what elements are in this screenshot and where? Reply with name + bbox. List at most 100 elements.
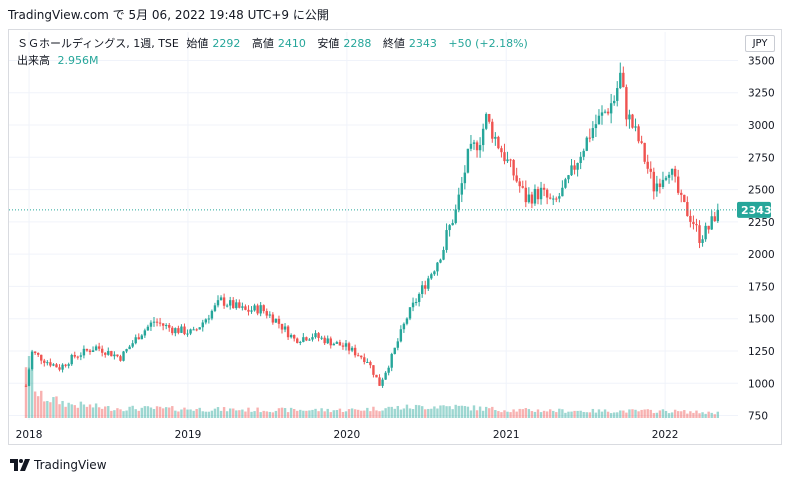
candle-body bbox=[713, 216, 716, 222]
volume-bar bbox=[222, 407, 226, 418]
volume-bar bbox=[204, 411, 208, 418]
volume-bar bbox=[701, 412, 704, 418]
volume-bar bbox=[625, 412, 628, 418]
candle-body bbox=[442, 249, 445, 260]
candle-body bbox=[259, 305, 262, 314]
volume-bar bbox=[161, 408, 165, 418]
volume-bar bbox=[171, 406, 174, 418]
candle-body bbox=[201, 322, 204, 328]
volume-bar bbox=[378, 411, 381, 418]
candle-body bbox=[52, 364, 55, 366]
volume-bar bbox=[235, 410, 238, 418]
candle-body bbox=[186, 333, 189, 335]
close-value: 2343 bbox=[408, 37, 437, 50]
volume-bar bbox=[622, 410, 625, 418]
volume-bar bbox=[424, 409, 427, 418]
candle-body bbox=[299, 341, 302, 343]
candle-body bbox=[545, 189, 549, 198]
candle-body bbox=[445, 230, 448, 250]
candle-body bbox=[353, 347, 357, 356]
currency-button[interactable]: JPY bbox=[745, 35, 775, 52]
candle-body bbox=[131, 343, 134, 347]
candle-body bbox=[143, 330, 147, 336]
candle-body bbox=[271, 314, 275, 323]
volume-bar bbox=[107, 406, 110, 418]
candle-body bbox=[356, 355, 360, 357]
volume-bar bbox=[664, 410, 668, 418]
volume-bar bbox=[317, 411, 320, 418]
volume-bar bbox=[448, 406, 451, 418]
candle-body bbox=[134, 337, 137, 344]
volume-bar bbox=[390, 406, 393, 418]
volume-bar bbox=[396, 405, 400, 418]
candle-body bbox=[244, 306, 247, 310]
candle-body bbox=[637, 126, 640, 142]
volume-bar bbox=[61, 400, 64, 418]
last-price-tag-bg bbox=[737, 201, 771, 218]
volume-bar bbox=[320, 408, 323, 418]
volume-bar bbox=[100, 408, 104, 418]
footer-brand-text: TradingView bbox=[34, 458, 107, 472]
volume-bar bbox=[189, 409, 192, 418]
candles bbox=[24, 62, 720, 388]
candle-body bbox=[67, 364, 70, 366]
y-tick-label: 2000 bbox=[748, 249, 775, 261]
volume-bar bbox=[597, 409, 601, 418]
volume-bar bbox=[274, 410, 278, 418]
open-label: 始値 bbox=[186, 37, 209, 50]
volume-bar bbox=[689, 411, 692, 418]
candle-body bbox=[600, 112, 604, 116]
candle-body bbox=[393, 347, 396, 354]
volume-bar bbox=[478, 406, 482, 418]
candle-body bbox=[716, 209, 720, 222]
candle-body bbox=[122, 351, 125, 361]
candle-body bbox=[448, 225, 451, 231]
volume-bar bbox=[122, 411, 125, 418]
volume-bar bbox=[676, 411, 680, 418]
volume-bar bbox=[344, 411, 348, 418]
volume-bar bbox=[561, 409, 564, 418]
candle-body bbox=[363, 357, 366, 363]
candle-body bbox=[612, 100, 616, 104]
candle-body bbox=[375, 374, 378, 378]
volume-bar bbox=[491, 406, 494, 418]
volume-bar bbox=[94, 403, 98, 418]
y-tick-label: 2750 bbox=[748, 152, 775, 164]
candle-body bbox=[491, 121, 494, 139]
candle-body bbox=[576, 162, 579, 170]
candle-body bbox=[494, 136, 497, 139]
volume-bar bbox=[628, 409, 631, 418]
volume-bar bbox=[292, 409, 296, 418]
candle-body bbox=[228, 300, 232, 306]
candle-body bbox=[302, 337, 305, 342]
candle-body bbox=[399, 329, 403, 342]
candle-body bbox=[308, 339, 311, 341]
candle-body bbox=[481, 128, 485, 146]
candle-body bbox=[216, 300, 220, 306]
candle-body bbox=[241, 306, 244, 308]
volume-legend[interactable]: 出来高 2.956M bbox=[17, 52, 98, 68]
candle-body bbox=[158, 322, 162, 324]
volume-bar bbox=[356, 409, 360, 418]
candle-body bbox=[180, 326, 183, 333]
volume-bar bbox=[91, 407, 95, 418]
candle-body bbox=[463, 172, 467, 184]
volume-bar bbox=[36, 396, 40, 418]
candle-body bbox=[177, 328, 180, 333]
volume-bar bbox=[244, 411, 247, 418]
volume-bar bbox=[174, 410, 177, 418]
y-tick-label: 3000 bbox=[748, 120, 775, 132]
candle-body bbox=[420, 285, 424, 295]
candle-body bbox=[625, 87, 628, 120]
candle-body bbox=[616, 88, 619, 101]
footer-brand[interactable]: TradingView bbox=[10, 458, 107, 472]
volume-bar bbox=[536, 409, 540, 418]
publish-info: TradingView.com で 5月 06, 2022 19:48 UTC+… bbox=[8, 8, 329, 22]
candle-body bbox=[454, 209, 457, 223]
volume-bar bbox=[512, 409, 515, 418]
volume-bar bbox=[558, 408, 561, 418]
symbol-legend[interactable]: ＳＧホールディングス, 1週, TSE 始値 2292 高値 2410 安値 2288… bbox=[17, 35, 532, 51]
candle-body bbox=[183, 326, 186, 335]
volume-bar bbox=[247, 407, 250, 418]
